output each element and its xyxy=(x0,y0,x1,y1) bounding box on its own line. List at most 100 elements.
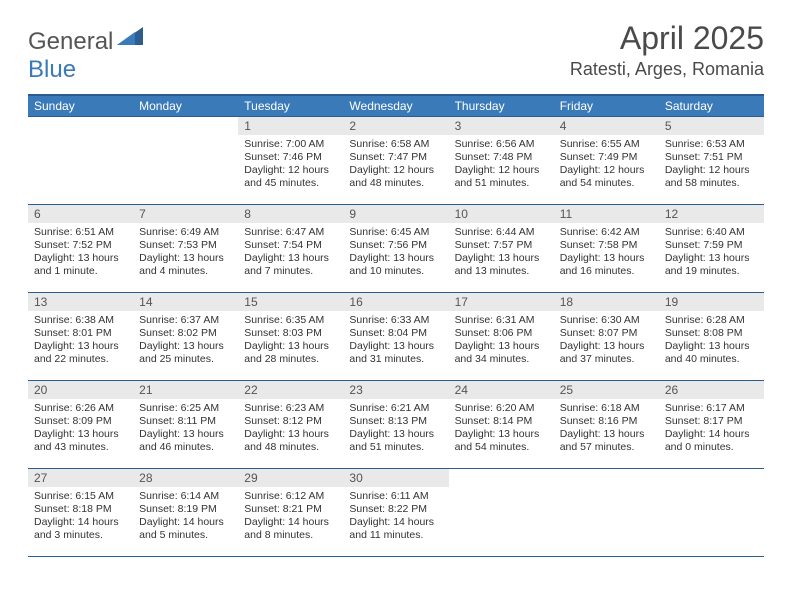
sunrise-text: Sunrise: 6:25 AM xyxy=(139,402,232,415)
daylight-text: Daylight: 12 hours and 48 minutes. xyxy=(349,164,442,190)
sunset-text: Sunset: 7:51 PM xyxy=(665,151,758,164)
sunset-text: Sunset: 8:17 PM xyxy=(665,415,758,428)
day-detail: Sunrise: 6:21 AMSunset: 8:13 PMDaylight:… xyxy=(343,399,448,455)
daylight-text: Daylight: 13 hours and 48 minutes. xyxy=(244,428,337,454)
day-number: 13 xyxy=(28,293,133,311)
sunset-text: Sunset: 8:19 PM xyxy=(139,503,232,516)
calendar-grid: 1Sunrise: 7:00 AMSunset: 7:46 PMDaylight… xyxy=(28,117,764,557)
day-detail: Sunrise: 6:18 AMSunset: 8:16 PMDaylight:… xyxy=(554,399,659,455)
sunset-text: Sunset: 7:54 PM xyxy=(244,239,337,252)
day-cell: 13Sunrise: 6:38 AMSunset: 8:01 PMDayligh… xyxy=(28,293,133,381)
sunset-text: Sunset: 8:12 PM xyxy=(244,415,337,428)
day-number: 1 xyxy=(238,117,343,135)
day-number: 20 xyxy=(28,381,133,399)
empty-cell xyxy=(28,117,133,205)
day-cell: 18Sunrise: 6:30 AMSunset: 8:07 PMDayligh… xyxy=(554,293,659,381)
day-cell: 26 Sunrise: 6:17 AMSunset: 8:17 PMDayligh… xyxy=(659,381,764,469)
day-number: 3 xyxy=(449,117,554,135)
day-detail: Sunrise: 6:44 AMSunset: 7:57 PMDaylight:… xyxy=(449,223,554,279)
sunrise-text: Sunrise: 6:14 AM xyxy=(139,490,232,503)
sunset-text: Sunset: 7:53 PM xyxy=(139,239,232,252)
day-number: 29 xyxy=(238,469,343,487)
sunset-text: Sunset: 8:18 PM xyxy=(34,503,127,516)
sunrise-text: Sunrise: 6:51 AM xyxy=(34,226,127,239)
sunrise-text: Sunrise: 6:21 AM xyxy=(349,402,442,415)
day-detail: Sunrise: 6:35 AMSunset: 8:03 PMDaylight:… xyxy=(238,311,343,367)
day-name-header: Thursday xyxy=(449,96,554,116)
sunrise-text: Sunrise: 6:40 AM xyxy=(665,226,758,239)
day-cell: 24Sunrise: 6:20 AMSunset: 8:14 PMDayligh… xyxy=(449,381,554,469)
day-number: 8 xyxy=(238,205,343,223)
day-detail: Sunrise: 6:51 AMSunset: 7:52 PMDaylight:… xyxy=(28,223,133,279)
header: General April 2025 Ratesti, Arges, Roman… xyxy=(28,20,764,80)
sunrise-text: Sunrise: 6:56 AM xyxy=(455,138,548,151)
day-detail: Sunrise: 6:47 AMSunset: 7:54 PMDaylight:… xyxy=(238,223,343,279)
day-detail: Sunrise: 6:38 AMSunset: 8:01 PMDaylight:… xyxy=(28,311,133,367)
sunset-text: Sunset: 8:13 PM xyxy=(349,415,442,428)
daylight-text: Daylight: 14 hours and 0 minutes. xyxy=(665,428,758,454)
sunset-text: Sunset: 7:57 PM xyxy=(455,239,548,252)
sunset-text: Sunset: 8:14 PM xyxy=(455,415,548,428)
day-cell: 19Sunrise: 6:28 AMSunset: 8:08 PMDayligh… xyxy=(659,293,764,381)
daylight-text: Daylight: 12 hours and 45 minutes. xyxy=(244,164,337,190)
day-number: 12 xyxy=(659,205,764,223)
daylight-text: Daylight: 13 hours and 1 minute. xyxy=(34,252,127,278)
day-number: 22 xyxy=(238,381,343,399)
day-number: 28 xyxy=(133,469,238,487)
day-detail: Sunrise: 6:23 AMSunset: 8:12 PMDaylight:… xyxy=(238,399,343,455)
sunset-text: Sunset: 8:01 PM xyxy=(34,327,127,340)
logo-text-general: General xyxy=(28,28,113,56)
empty-cell xyxy=(554,469,659,557)
day-number: 27 xyxy=(28,469,133,487)
logo: General xyxy=(28,28,145,56)
daylight-text: Daylight: 13 hours and 40 minutes. xyxy=(665,340,758,366)
sunrise-text: Sunrise: 6:33 AM xyxy=(349,314,442,327)
sunrise-text: Sunrise: 6:30 AM xyxy=(560,314,653,327)
sunset-text: Sunset: 7:59 PM xyxy=(665,239,758,252)
calendar-day-header: SundayMondayTuesdayWednesdayThursdayFrid… xyxy=(28,94,764,117)
sunset-text: Sunset: 7:47 PM xyxy=(349,151,442,164)
day-cell: 23Sunrise: 6:21 AMSunset: 8:13 PMDayligh… xyxy=(343,381,448,469)
daylight-text: Daylight: 14 hours and 5 minutes. xyxy=(139,516,232,542)
day-detail: Sunrise: 6:53 AMSunset: 7:51 PMDaylight:… xyxy=(659,135,764,191)
daylight-text: Daylight: 12 hours and 51 minutes. xyxy=(455,164,548,190)
sunrise-text: Sunrise: 6:58 AM xyxy=(349,138,442,151)
daylight-text: Daylight: 12 hours and 54 minutes. xyxy=(560,164,653,190)
day-cell: 1Sunrise: 7:00 AMSunset: 7:46 PMDaylight… xyxy=(238,117,343,205)
daylight-text: Daylight: 13 hours and 13 minutes. xyxy=(455,252,548,278)
sunset-text: Sunset: 7:56 PM xyxy=(349,239,442,252)
sunrise-text: Sunrise: 6:55 AM xyxy=(560,138,653,151)
daylight-text: Daylight: 14 hours and 8 minutes. xyxy=(244,516,337,542)
day-detail: Sunrise: 6:14 AMSunset: 8:19 PMDaylight:… xyxy=(133,487,238,543)
day-name-header: Friday xyxy=(554,96,659,116)
day-cell: 8Sunrise: 6:47 AMSunset: 7:54 PMDaylight… xyxy=(238,205,343,293)
empty-cell xyxy=(449,469,554,557)
day-cell: 17Sunrise: 6:31 AMSunset: 8:06 PMDayligh… xyxy=(449,293,554,381)
day-number: 16 xyxy=(343,293,448,311)
day-cell: 5Sunrise: 6:53 AMSunset: 7:51 PMDaylight… xyxy=(659,117,764,205)
sunrise-text: Sunrise: 6:38 AM xyxy=(34,314,127,327)
daylight-text: Daylight: 13 hours and 37 minutes. xyxy=(560,340,653,366)
empty-cell xyxy=(133,117,238,205)
daylight-text: Daylight: 13 hours and 22 minutes. xyxy=(34,340,127,366)
sunrise-text: Sunrise: 6:26 AM xyxy=(34,402,127,415)
sunrise-text: Sunrise: 6:53 AM xyxy=(665,138,758,151)
day-number: 10 xyxy=(449,205,554,223)
day-name-header: Monday xyxy=(133,96,238,116)
sunset-text: Sunset: 8:02 PM xyxy=(139,327,232,340)
day-detail: Sunrise: 6:58 AMSunset: 7:47 PMDaylight:… xyxy=(343,135,448,191)
sunset-text: Sunset: 8:04 PM xyxy=(349,327,442,340)
daylight-text: Daylight: 12 hours and 58 minutes. xyxy=(665,164,758,190)
sunrise-text: Sunrise: 6:17 AM xyxy=(665,402,758,415)
daylight-text: Daylight: 13 hours and 16 minutes. xyxy=(560,252,653,278)
day-detail: Sunrise: 6:45 AMSunset: 7:56 PMDaylight:… xyxy=(343,223,448,279)
day-number: 26 xyxy=(659,381,764,399)
day-name-header: Wednesday xyxy=(343,96,448,116)
day-detail: Sunrise: 6:37 AMSunset: 8:02 PMDaylight:… xyxy=(133,311,238,367)
day-cell: 21Sunrise: 6:25 AMSunset: 8:11 PMDayligh… xyxy=(133,381,238,469)
sunrise-text: Sunrise: 6:49 AM xyxy=(139,226,232,239)
sunrise-text: Sunrise: 6:12 AM xyxy=(244,490,337,503)
sunset-text: Sunset: 8:07 PM xyxy=(560,327,653,340)
logo-text-blue: Blue xyxy=(28,56,76,84)
day-detail: Sunrise: 6:42 AMSunset: 7:58 PMDaylight:… xyxy=(554,223,659,279)
